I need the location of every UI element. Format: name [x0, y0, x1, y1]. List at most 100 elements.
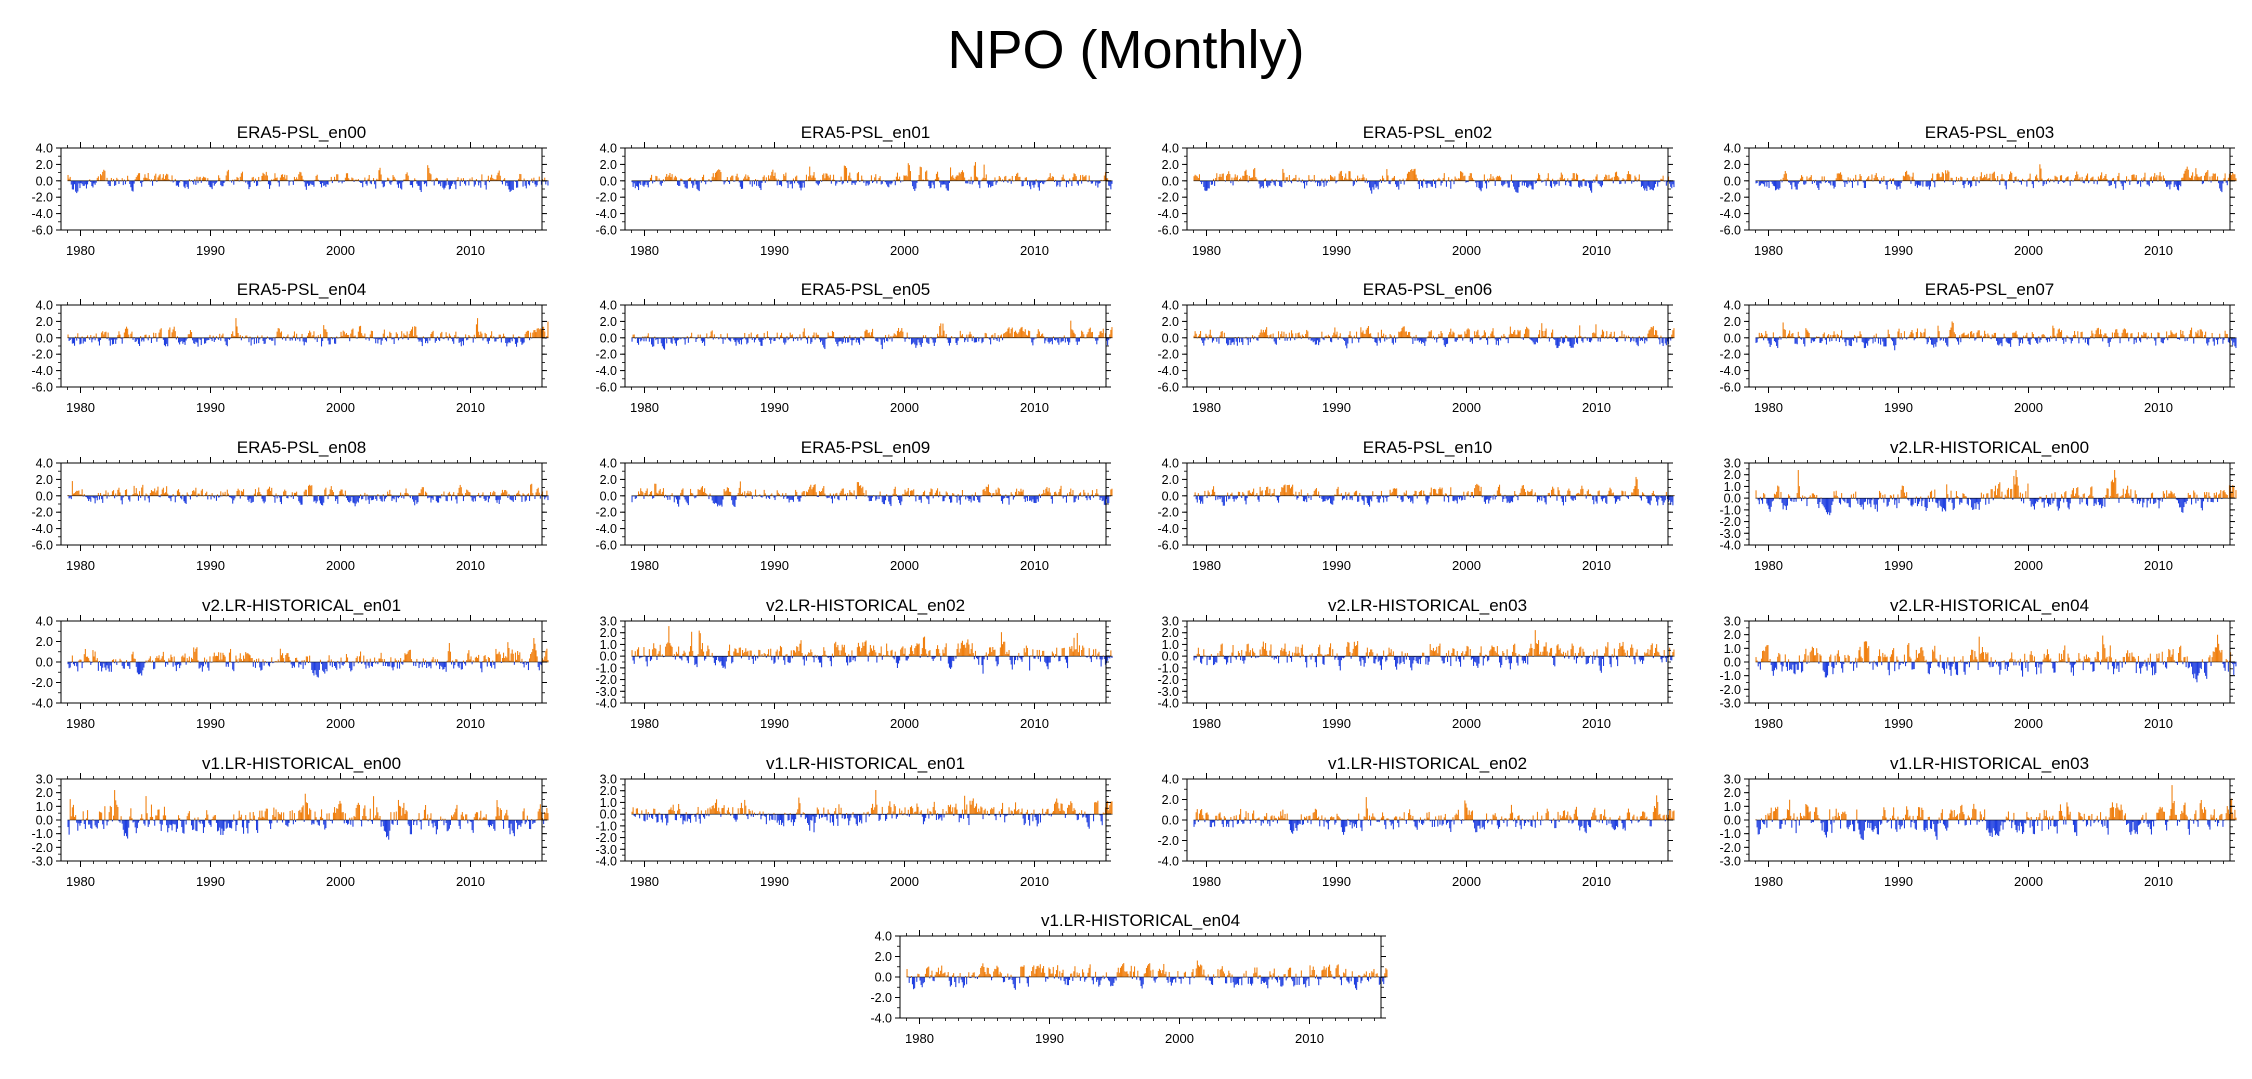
bar	[94, 180, 96, 185]
bar	[957, 175, 959, 181]
bar	[1395, 180, 1397, 185]
bar	[184, 495, 186, 503]
bar	[1857, 180, 1859, 186]
bar	[531, 178, 533, 181]
bar	[291, 492, 293, 496]
bar	[981, 179, 983, 181]
bar	[1671, 180, 1673, 189]
bar	[513, 494, 515, 496]
bar	[745, 337, 747, 340]
bar	[2044, 336, 2046, 338]
bar	[296, 177, 298, 181]
bar	[927, 179, 929, 181]
bar	[2059, 175, 2061, 181]
bar	[1792, 333, 1794, 338]
bar	[1310, 180, 1312, 182]
bar	[1625, 179, 1627, 181]
bar	[907, 163, 909, 181]
bar	[2070, 179, 2072, 181]
bar	[408, 495, 410, 497]
bar	[902, 180, 904, 182]
bar	[720, 172, 722, 181]
bar	[2137, 180, 2139, 184]
bar	[843, 335, 845, 338]
y-tick-label: 0.0	[1724, 331, 1741, 345]
bar	[1968, 180, 1970, 184]
bar	[903, 175, 905, 181]
bar	[417, 495, 419, 503]
bar	[955, 176, 957, 181]
bar	[289, 180, 291, 182]
bar	[127, 175, 129, 181]
bar	[656, 337, 658, 340]
bar	[2108, 337, 2110, 347]
bar	[456, 495, 458, 504]
bar	[855, 337, 857, 343]
bar	[771, 337, 773, 340]
bar	[523, 494, 525, 496]
bar	[1782, 322, 1784, 338]
bar	[404, 334, 406, 338]
bar	[135, 488, 137, 496]
bar	[714, 172, 716, 181]
bar	[191, 180, 193, 181]
bar	[1845, 337, 1847, 347]
bar	[436, 495, 438, 503]
bar	[2178, 337, 2180, 340]
bar	[222, 333, 224, 338]
bar	[134, 337, 136, 342]
bar	[2133, 174, 2135, 181]
bar	[1400, 180, 1402, 184]
bar	[1007, 328, 1009, 338]
bar	[937, 333, 939, 338]
bar	[863, 337, 865, 341]
bar	[1336, 180, 1338, 182]
bar	[144, 495, 146, 501]
bar	[209, 334, 211, 338]
bar	[1530, 337, 1532, 340]
bar	[1107, 178, 1109, 181]
bar	[1828, 180, 1830, 183]
bar	[778, 337, 780, 340]
bar	[425, 491, 427, 496]
bar	[1512, 334, 1514, 338]
bar	[325, 487, 327, 496]
bar	[496, 495, 498, 503]
bar	[178, 180, 180, 187]
bar	[1758, 180, 1760, 186]
bar	[78, 180, 80, 184]
bar	[999, 177, 1001, 181]
bar	[860, 336, 862, 338]
bar	[2136, 336, 2138, 338]
bar	[1200, 330, 1202, 338]
bar	[273, 495, 275, 497]
bar	[1038, 331, 1040, 338]
bar	[287, 495, 289, 499]
y-tick-label: -2.0	[31, 506, 53, 520]
bar	[1209, 180, 1211, 182]
bar	[1791, 333, 1793, 338]
bar	[128, 334, 130, 338]
bar	[1871, 337, 1873, 339]
bar	[1771, 180, 1773, 184]
bar	[283, 491, 285, 496]
bar	[1626, 174, 1628, 181]
bar	[419, 337, 421, 341]
bar	[418, 492, 420, 496]
bar	[344, 334, 346, 338]
bar	[1625, 335, 1627, 338]
bar	[740, 180, 742, 189]
bar	[1934, 337, 1936, 345]
bar	[1544, 330, 1546, 338]
bar	[257, 335, 259, 338]
bar	[280, 495, 282, 505]
bar	[283, 336, 285, 338]
bar	[1607, 337, 1609, 339]
bar	[536, 180, 538, 186]
bar	[1786, 335, 1788, 338]
bar	[917, 337, 919, 340]
bar	[355, 179, 357, 181]
bar	[508, 493, 510, 496]
bar	[508, 180, 510, 190]
bar	[948, 180, 950, 183]
